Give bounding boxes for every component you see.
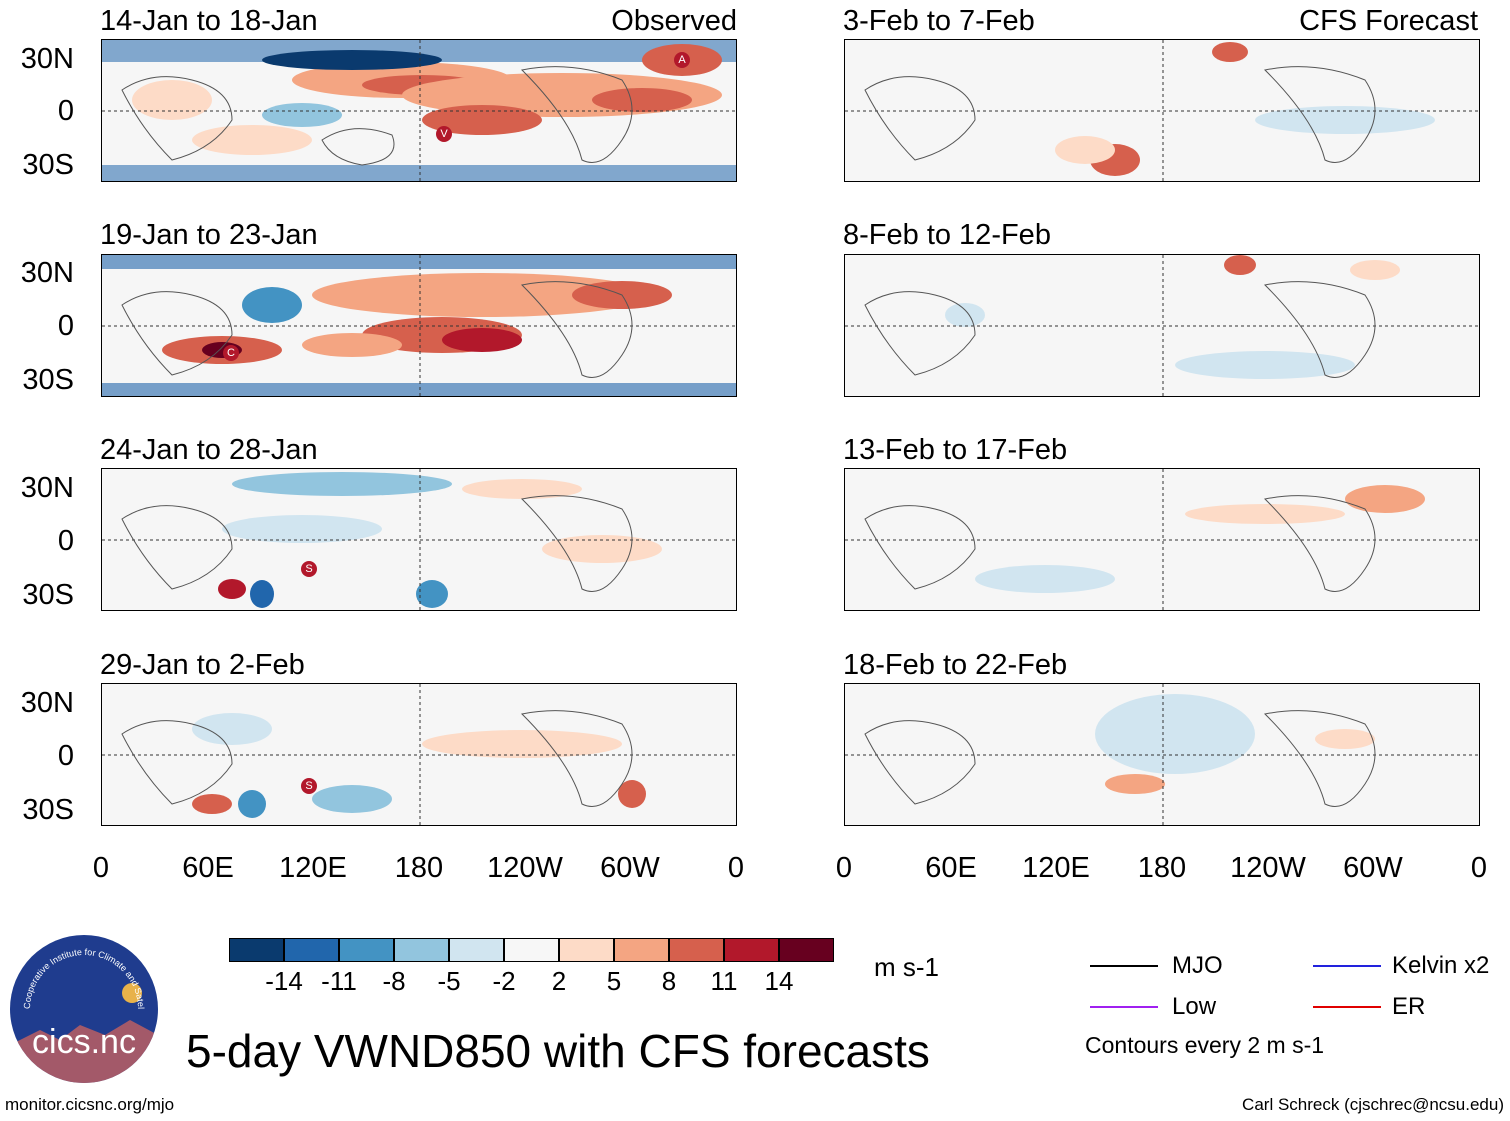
- y-tick-label: 30S: [22, 364, 74, 396]
- legend-label-kelvin: Kelvin x2: [1392, 952, 1490, 979]
- observed-label: Observed: [611, 5, 737, 37]
- x-tick-label: 180: [1137, 852, 1187, 884]
- colorbar-tick-label: 5: [606, 966, 622, 996]
- y-tick-label: 0: [57, 525, 74, 557]
- footer-credit: Carl Schreck (cjschrec@ncsu.edu): [1242, 1095, 1504, 1114]
- legend-label-low: Low: [1172, 993, 1217, 1020]
- colorbar-segment: [449, 938, 504, 962]
- colorbar-tick-label: -11: [321, 966, 357, 996]
- legend-label-er: ER: [1392, 993, 1426, 1020]
- storm-label: S: [301, 778, 317, 794]
- wind-field-map: [102, 469, 736, 610]
- colorbar-segment: [284, 938, 339, 962]
- y-tick-label: 30N: [20, 257, 74, 289]
- legend-label-mjo: MJO: [1172, 952, 1223, 979]
- colorbar-segment: [559, 938, 614, 962]
- y-tick-label: 30S: [22, 794, 74, 826]
- panel-title-right-4: 18-Feb to 22-Feb: [843, 649, 1068, 681]
- storm-label: S: [301, 561, 317, 577]
- panel-title-left-1: 14-Jan to 18-Jan: [100, 5, 318, 37]
- x-tick-label: 120W: [1230, 852, 1306, 884]
- y-tick-label: 0: [57, 740, 74, 772]
- colorbar-segment: [339, 938, 394, 962]
- x-tick-label: 60E: [925, 852, 977, 884]
- x-tick-label: 120E: [1022, 852, 1090, 884]
- y-tick-label: 0: [57, 310, 74, 342]
- y-tick-label: 30S: [22, 579, 74, 611]
- storm-label: C: [223, 345, 239, 361]
- footer-url: monitor.cicsnc.org/mjo: [5, 1095, 175, 1114]
- wind-field-map: [845, 469, 1479, 610]
- colorbar-tick-label: -14: [265, 966, 303, 996]
- wind-field-map: [845, 255, 1479, 396]
- wind-field-map: [845, 40, 1479, 181]
- legend-line-er: [1313, 1006, 1381, 1008]
- panel-title-right-1: 3-Feb to 7-Feb: [843, 5, 1035, 37]
- wind-field-map: [102, 684, 736, 825]
- x-tick-label: 0: [727, 852, 745, 884]
- colorbar-tick-label: -5: [437, 966, 461, 996]
- units-label: m s-1: [874, 952, 939, 982]
- storm-label: V: [436, 126, 452, 142]
- panel-title-left-4: 29-Jan to 2-Feb: [100, 649, 305, 681]
- x-tick-label: 0: [92, 852, 110, 884]
- y-tick-label: 30N: [20, 687, 74, 719]
- colorbar-segment: [779, 938, 834, 962]
- contour-note: Contours every 2 m s-1: [1085, 1032, 1325, 1058]
- panel-title-right-2: 8-Feb to 12-Feb: [843, 219, 1051, 251]
- x-tick-label: 60W: [600, 852, 660, 884]
- x-tick-label: 120E: [279, 852, 347, 884]
- wind-field-map: [845, 684, 1479, 825]
- map-panel-left-4: [101, 683, 737, 826]
- colorbar-segment: [394, 938, 449, 962]
- colorbar-tick-label: -2: [492, 966, 516, 996]
- main-title: 5-day VWND850 with CFS forecasts: [186, 1025, 930, 1077]
- panel-title-left-3: 24-Jan to 28-Jan: [100, 434, 318, 466]
- y-tick-label: 0: [57, 95, 74, 127]
- colorbar-tick-label: 11: [710, 966, 738, 996]
- x-tick-label: 60E: [182, 852, 234, 884]
- wind-field-map: [102, 40, 736, 181]
- colorbar-tick-label: 14: [764, 966, 794, 996]
- logo-text: cics.nc: [32, 1023, 136, 1061]
- forecast-label: CFS Forecast: [1299, 5, 1478, 37]
- colorbar-segment: [614, 938, 669, 962]
- panel-title-right-3: 13-Feb to 17-Feb: [843, 434, 1068, 466]
- x-tick-label: 0: [1470, 852, 1488, 884]
- wind-field-map: [102, 255, 736, 396]
- x-tick-label: 0: [835, 852, 853, 884]
- colorbar-segment: [669, 938, 724, 962]
- colorbar-segment: [229, 938, 284, 962]
- map-panel-right-2: [844, 254, 1480, 397]
- colorbar-segment: [504, 938, 559, 962]
- legend-line-mjo: [1090, 965, 1158, 967]
- y-tick-label: 30N: [20, 472, 74, 504]
- map-panel-right-1: [844, 39, 1480, 182]
- map-panel-right-3: [844, 468, 1480, 611]
- colorbar-tick-label: -8: [382, 966, 406, 996]
- colorbar-tick-label: 8: [661, 966, 677, 996]
- x-tick-label: 180: [394, 852, 444, 884]
- map-panel-right-4: [844, 683, 1480, 826]
- colorbar-tick-label: 2: [551, 966, 567, 996]
- x-tick-label: 60W: [1343, 852, 1403, 884]
- y-tick-label: 30S: [22, 149, 74, 181]
- legend-line-kelvin: [1313, 965, 1381, 967]
- panel-title-left-2: 19-Jan to 23-Jan: [100, 219, 318, 251]
- colorbar-segment: [724, 938, 779, 962]
- map-panel-left-1: [101, 39, 737, 182]
- y-tick-label: 30N: [20, 43, 74, 75]
- map-panel-left-2: [101, 254, 737, 397]
- cics-logo: Cooperative Institute for Climate and Sa…: [10, 935, 158, 1083]
- map-panel-left-3: [101, 468, 737, 611]
- storm-label: A: [674, 52, 690, 68]
- x-tick-label: 120W: [487, 852, 563, 884]
- legend-line-low: [1090, 1006, 1158, 1008]
